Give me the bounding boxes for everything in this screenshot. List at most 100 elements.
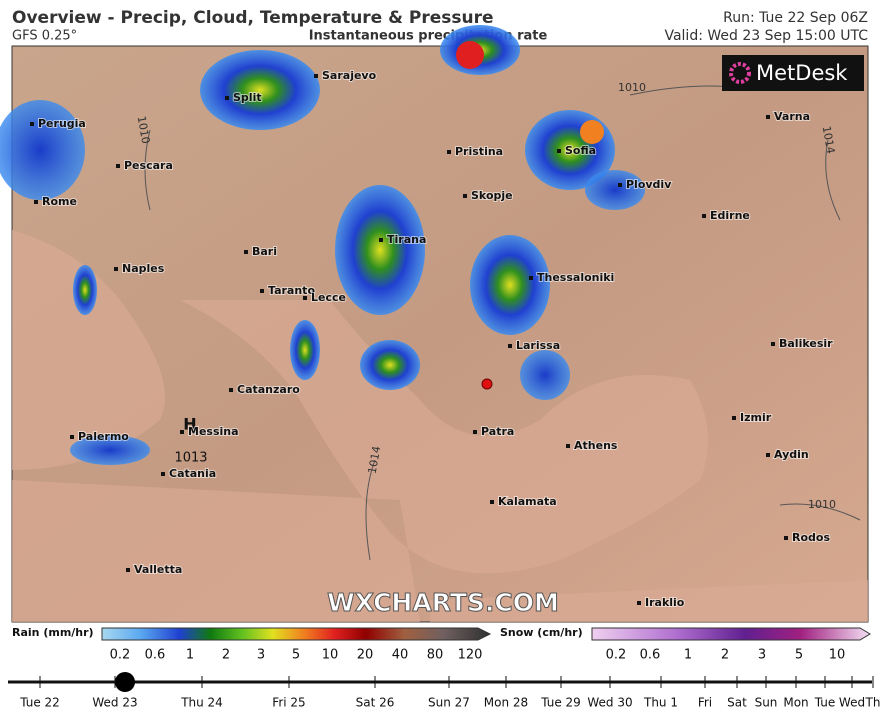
rain-label: 10: [322, 648, 339, 663]
city-dot: [702, 214, 706, 218]
timeline-label[interactable]: Tue 22: [19, 696, 60, 710]
marker: [481, 378, 493, 390]
rain-label: 80: [427, 648, 444, 663]
isobar-label: 1010: [808, 498, 836, 511]
run: Run: Tue 22 Sep 06Z: [723, 10, 868, 26]
rain-label: 2: [222, 648, 230, 663]
city-label: Skopje: [471, 189, 513, 202]
watermark: WXCHARTS.COM: [327, 588, 559, 617]
rain-label: 20: [357, 648, 374, 663]
timeline-label[interactable]: Sun 27: [428, 696, 470, 710]
city-dot: [30, 122, 34, 126]
city-label: Larissa: [516, 339, 560, 352]
city-label: Aydin: [774, 448, 809, 461]
timeline-label[interactable]: Th: [865, 696, 880, 710]
city-label: Varna: [774, 110, 810, 123]
valid: Valid: Wed 23 Sep 15:00 UTC: [664, 28, 868, 44]
city-dot: [618, 183, 622, 187]
city-label: Plovdiv: [626, 178, 672, 191]
city-label: Pescara: [124, 159, 173, 172]
city-label: Palermo: [78, 430, 129, 443]
city-dot: [303, 296, 307, 300]
city-dot: [490, 500, 494, 504]
isobar-label: 1014: [820, 125, 838, 155]
city-dot: [766, 115, 770, 119]
city-label: Sarajevo: [322, 69, 377, 82]
timeline-label[interactable]: Thu 24: [180, 696, 223, 710]
city-dot: [508, 344, 512, 348]
timeline-label[interactable]: Mon: [783, 696, 808, 710]
timeline-label[interactable]: Sat: [727, 696, 747, 710]
city-dot: [784, 536, 788, 540]
isobar-label: 1010: [135, 115, 153, 145]
city-label: Izmir: [740, 411, 772, 424]
rain-label: 3: [257, 648, 265, 663]
city-dot: [180, 430, 184, 434]
legend: Rain (mm/hr) Snow (cm/hr): [12, 626, 871, 641]
precipitation: [0, 25, 645, 465]
city-dot: [637, 601, 641, 605]
timeline-label[interactable]: Mon 28: [484, 696, 528, 710]
city-label: Thessaloniki: [537, 271, 614, 284]
rain-label: 5: [292, 648, 300, 663]
city-label: Split: [233, 91, 262, 104]
timeline-label[interactable]: Wed 30: [587, 696, 632, 710]
rain-label: 40: [392, 648, 409, 663]
city-dot: [447, 150, 451, 154]
timeline-label[interactable]: Thu 1: [643, 696, 678, 710]
city-dot: [116, 164, 120, 168]
city-label: Catania: [169, 467, 216, 480]
city-label: Naples: [122, 262, 165, 275]
city-label: Perugia: [38, 117, 86, 130]
city-dot: [732, 416, 736, 420]
snow-label: 0.2: [606, 648, 627, 663]
snow-label: 0.6: [640, 648, 661, 663]
logo-box: [722, 55, 864, 91]
timeline-label[interactable]: Wed 23: [92, 696, 137, 710]
isobar-label: 1014: [366, 445, 384, 475]
city-label: Sofia: [565, 144, 596, 157]
city-dot: [566, 444, 570, 448]
snow-label: 1: [684, 648, 692, 663]
timeline-label[interactable]: Tue: [814, 696, 836, 710]
timeline-label[interactable]: Wed: [839, 696, 865, 710]
logo: MetDesk: [756, 61, 848, 85]
city-label: Tirana: [387, 233, 426, 246]
city-label: Messina: [188, 425, 239, 438]
timeline-label[interactable]: Sat 26: [356, 696, 395, 710]
rain-title: Rain (mm/hr): [12, 626, 94, 639]
city-dot: [529, 276, 533, 280]
city-label: Pristina: [455, 145, 503, 158]
snow-label: 3: [758, 648, 766, 663]
timeline-cursor[interactable]: [115, 672, 135, 692]
city-dot: [244, 250, 248, 254]
timeline-label[interactable]: Tue 29: [540, 696, 581, 710]
timeline-label[interactable]: Fri 25: [272, 696, 305, 710]
city-label: Rodos: [792, 531, 830, 544]
city-dot: [34, 200, 38, 204]
city-dot: [314, 74, 318, 78]
city-dot: [766, 453, 770, 457]
city-label: Bari: [252, 245, 277, 258]
rain-label: 0.6: [145, 648, 166, 663]
snow-label: 10: [829, 648, 846, 663]
city-dot: [229, 388, 233, 392]
city-label: Patra: [481, 425, 514, 438]
city-label: Taranto: [268, 284, 315, 297]
city-dot: [379, 238, 383, 242]
city-dot: [70, 435, 74, 439]
city-dot: [463, 194, 467, 198]
model: GFS 0.25°: [12, 29, 77, 44]
timeline-label[interactable]: Fri: [698, 696, 712, 710]
map: MetDesk WXCHARTS.COM H 1013: [0, 25, 869, 623]
city-label: Valletta: [134, 563, 182, 576]
title: Overview - Precip, Cloud, Temperature & …: [12, 8, 494, 28]
city-label: Athens: [574, 439, 618, 452]
snow-label: 5: [795, 648, 803, 663]
high-pressure: 1013: [174, 451, 207, 466]
city-label: Iraklio: [645, 596, 685, 609]
timeline-label[interactable]: Sun: [755, 696, 778, 710]
snow-title: Snow (cm/hr): [500, 626, 583, 639]
isobar-label: 1010: [618, 81, 646, 94]
